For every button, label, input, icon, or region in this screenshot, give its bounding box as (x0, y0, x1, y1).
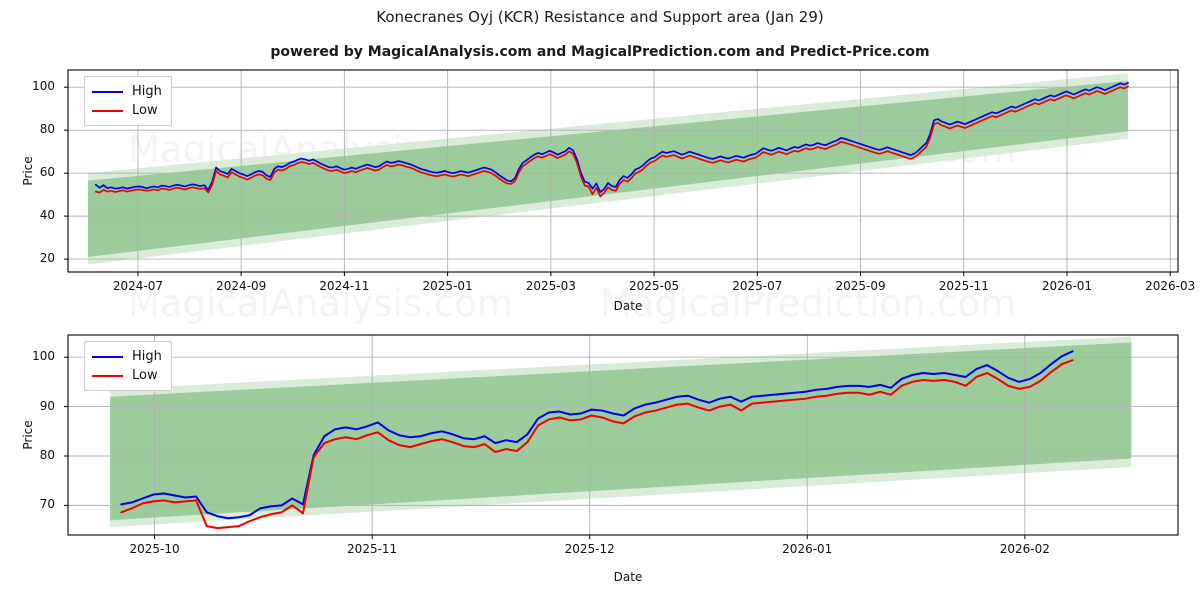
ytick-svg-upper-2: 60 (39, 165, 55, 180)
legend-row-high: High (92, 82, 162, 101)
ytick-svg-upper-4: 100 (32, 79, 55, 94)
ytick-svg-lower-2: 90 (39, 398, 55, 413)
ytick-svg-lower-1: 80 (39, 447, 55, 462)
xtick-svg-upper-9: 2026-01 (1041, 279, 1093, 293)
xtick-svg-upper-5: 2025-05 (629, 279, 680, 293)
ytick-svg-upper-3: 80 (39, 122, 55, 137)
xtick-svg-lower-4: 2026-02 (999, 542, 1050, 556)
ytick-svg-upper-1: 40 (39, 208, 55, 223)
xtick-svg-lower-2: 2025-12 (564, 542, 615, 556)
upper-chart-legend: High Low (84, 76, 172, 126)
xtick-svg-upper-1: 2024-09 (216, 279, 267, 293)
ytick-svg-upper-0: 20 (39, 251, 55, 266)
legend-row-high-lower: High (92, 347, 162, 366)
ytick-svg-lower-3: 100 (32, 349, 55, 364)
upper-chart-plot (64, 69, 1179, 276)
watermark-3: MagicalAnalysis.com (128, 282, 513, 325)
legend-swatch-low (92, 374, 123, 377)
legend-label-low: Low (132, 103, 158, 118)
xtick-svg-upper-6: 2025-07 (732, 279, 783, 293)
xtick-svg-lower-3: 2026-01 (782, 542, 833, 556)
xtick-svg-upper-10: 2026-03 (1145, 279, 1196, 293)
xtick-svg-upper-3: 2025-01 (422, 279, 473, 293)
legend-label-high: High (132, 84, 162, 99)
watermark-4: MagicalPrediction.com (600, 282, 1016, 325)
ytick-svg-lower-0: 70 (39, 497, 55, 512)
legend-label-high: High (132, 349, 162, 364)
legend-swatch-high (92, 90, 123, 93)
xtick-svg-upper-8: 2025-11 (938, 279, 989, 293)
lower-chart-xlabel: Date (613, 570, 643, 584)
legend-label-low: Low (132, 368, 158, 383)
upper-chart-xlabel: Date (613, 299, 643, 313)
page-subtitle: powered by MagicalAnalysis.com and Magic… (270, 44, 930, 60)
xtick-svg-upper-0: 2024-07 (112, 279, 163, 293)
legend-swatch-high (92, 355, 123, 358)
xtick-svg-upper-2: 2024-11 (319, 279, 370, 293)
legend-swatch-low (92, 109, 123, 112)
xtick-svg-upper-7: 2025-09 (835, 279, 886, 293)
page-title: Konecranes Oyj (KCR) Resistance and Supp… (376, 8, 824, 26)
xtick-svg-lower-1: 2025-11 (347, 542, 398, 556)
xtick-svg-upper-4: 2025-03 (525, 279, 576, 293)
legend-row-low: Low (92, 101, 162, 120)
legend-row-low-lower: Low (92, 366, 162, 385)
xtick-svg-lower-0: 2025-10 (129, 542, 180, 556)
lower-chart-legend: High Low (84, 341, 172, 391)
lower-chart-plot (64, 334, 1179, 539)
